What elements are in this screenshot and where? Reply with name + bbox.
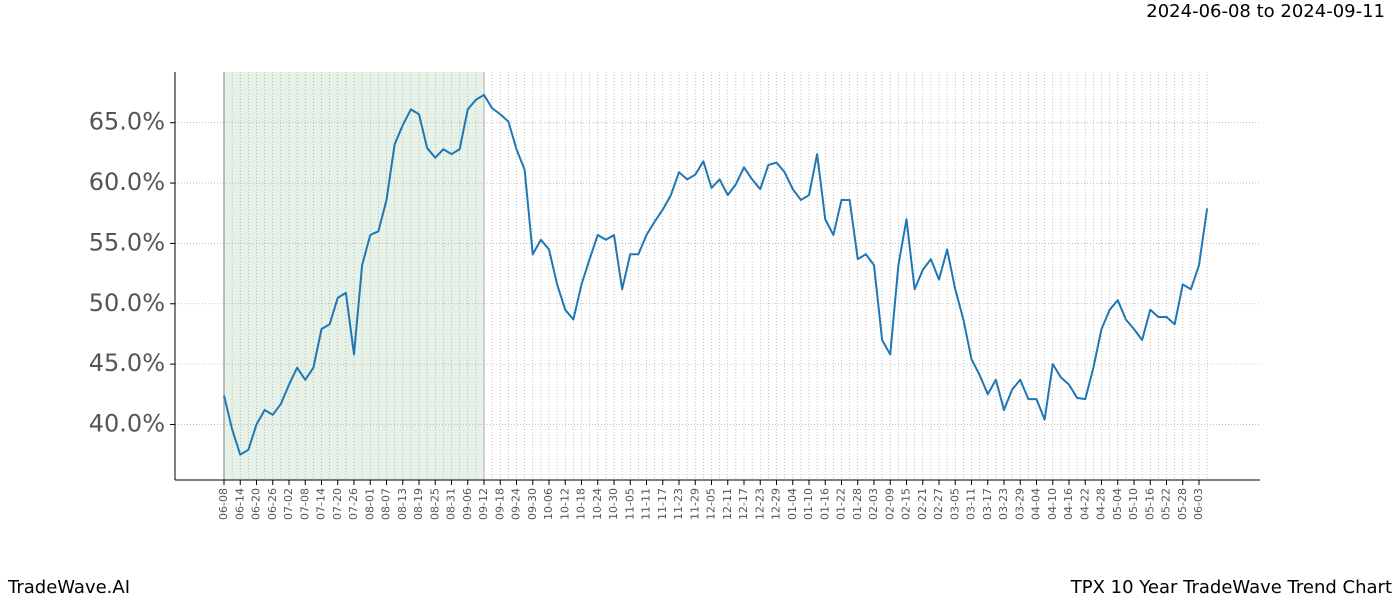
x-tick-label: 10-12 (558, 488, 571, 520)
x-tick-label: 12-23 (753, 488, 766, 520)
x-tick-label: 03-29 (1013, 488, 1026, 520)
x-tick-label: 10-30 (607, 488, 620, 520)
x-tick-label: 01-10 (802, 488, 815, 520)
x-tick-label: 02-21 (916, 488, 929, 520)
x-tick-label: 05-22 (1160, 488, 1173, 520)
x-tick-label: 05-28 (1176, 488, 1189, 520)
x-tick-label: 02-15 (900, 488, 913, 520)
x-tick-label: 08-31 (445, 488, 458, 520)
x-tick-label: 05-04 (1111, 488, 1124, 520)
x-tick-label: 12-29 (770, 488, 783, 520)
x-tick-label: 01-22 (835, 488, 848, 520)
x-tick-label: 04-10 (1046, 488, 1059, 520)
x-tick-label: 10-24 (591, 488, 604, 520)
x-tick-label: 11-17 (656, 488, 669, 520)
x-tick-label: 02-27 (932, 488, 945, 520)
x-tick-label: 11-05 (623, 488, 636, 520)
x-tick-label: 06-26 (266, 488, 279, 520)
x-tick-label: 04-28 (1095, 488, 1108, 520)
chart-caption: TPX 10 Year TradeWave Trend Chart (1070, 577, 1392, 598)
x-tick-label: 06-08 (217, 488, 230, 520)
date-range: 2024-06-08 to 2024-09-11 (1146, 1, 1385, 22)
x-tick-label: 12-05 (705, 488, 718, 520)
x-tick-label: 09-06 (461, 488, 474, 520)
x-tick-label: 02-09 (883, 488, 896, 520)
x-tick-label: 08-19 (412, 488, 425, 520)
x-tick-label: 08-07 (380, 488, 393, 520)
trend-line (223, 93, 1209, 456)
x-tick-label: 03-11 (965, 488, 978, 520)
x-tick-label: 09-24 (510, 488, 523, 520)
brand: TradeWave.AI (7, 577, 130, 598)
x-tick-label: 07-20 (331, 488, 344, 520)
x-tick-label: 09-12 (477, 488, 490, 520)
x-tick-label: 08-13 (396, 488, 409, 520)
x-tick-label: 05-10 (1127, 488, 1140, 520)
x-tick-label: 03-23 (997, 488, 1010, 520)
x-tick-label: 07-14 (315, 488, 328, 520)
x-tick-label: 07-26 (347, 488, 360, 520)
x-tick-label: 12-11 (721, 488, 734, 520)
x-tick-label: 01-28 (851, 488, 864, 520)
x-tick-label: 09-30 (526, 488, 539, 520)
x-tick-label: 03-17 (981, 488, 994, 520)
x-tick-label: 06-14 (233, 488, 246, 520)
y-tick-label: 55.0% (89, 228, 165, 256)
x-tick-label: 06-20 (250, 488, 263, 520)
x-tick-label: 11-23 (672, 488, 685, 520)
x-tick-label: 01-04 (786, 488, 799, 520)
y-tick-label: 45.0% (89, 349, 165, 377)
x-tick-label: 11-11 (640, 488, 653, 520)
x-tick-label: 05-16 (1143, 488, 1156, 520)
x-tick-label: 08-01 (363, 488, 376, 520)
x-tick-label: 10-06 (542, 488, 555, 520)
x-tick-label: 04-22 (1078, 488, 1091, 520)
x-tick-label: 03-05 (948, 488, 961, 520)
x-tick-label: 09-18 (493, 488, 506, 520)
y-tick-label: 50.0% (89, 289, 165, 317)
x-tick-label: 12-17 (737, 488, 750, 520)
x-tick-label: 01-16 (818, 488, 831, 520)
y-tick-label: 60.0% (89, 168, 165, 196)
y-tick-label: 40.0% (89, 409, 165, 437)
x-tick-label: 07-08 (298, 488, 311, 520)
x-tick-label: 06-03 (1192, 488, 1205, 520)
x-tick-label: 10-18 (575, 488, 588, 520)
x-tick-label: 02-03 (867, 488, 880, 520)
x-tick-label: 08-25 (428, 488, 441, 520)
y-tick-label: 65.0% (89, 108, 165, 136)
x-tick-label: 07-02 (282, 488, 295, 520)
x-tick-label: 04-04 (1030, 488, 1043, 520)
x-tick-label: 04-16 (1062, 488, 1075, 520)
x-tick-label: 11-29 (688, 488, 701, 520)
